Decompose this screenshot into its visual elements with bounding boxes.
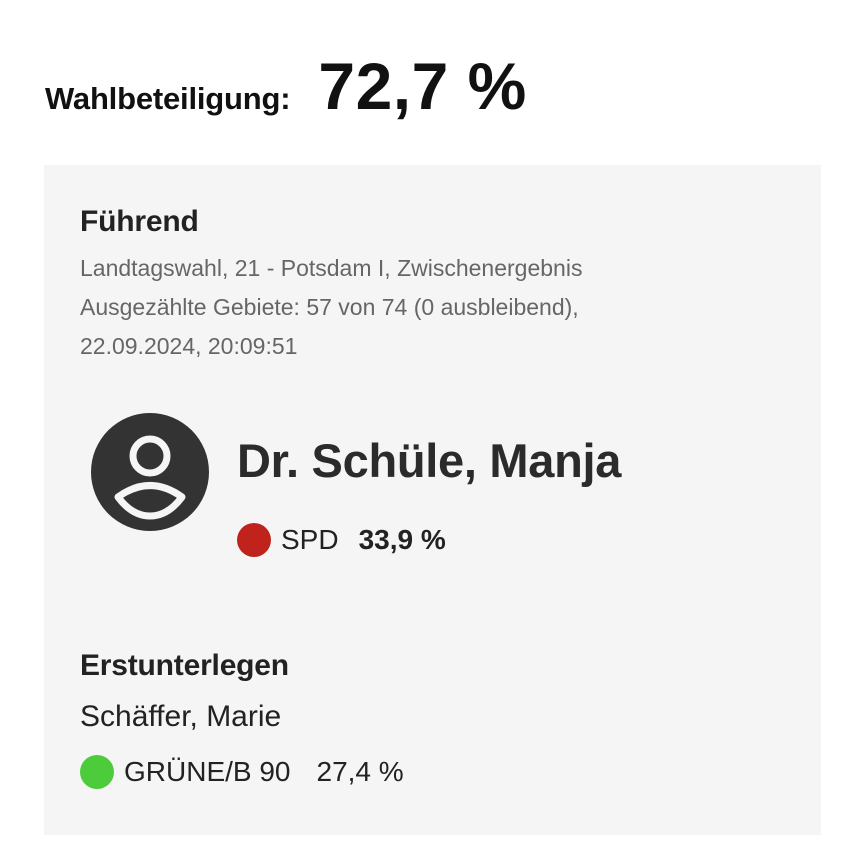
runner-up-party-color-dot	[80, 755, 114, 789]
leading-title: Führend	[80, 205, 199, 238]
runner-up-party-name: GRÜNE/B 90	[124, 756, 291, 787]
turnout-header: Wahlbeteiligung: 72,7 %	[45, 48, 527, 124]
result-meta: Landtagswahl, 21 - Potsdam I, Zwischener…	[80, 249, 780, 366]
account-circle-icon	[90, 412, 210, 532]
winner-party-name: SPD	[281, 524, 339, 555]
meta-line-counted-areas: Ausgezählte Gebiete: 57 von 74 (0 ausble…	[80, 294, 579, 320]
winner-party-row: SPD 33,9 %	[237, 523, 446, 557]
winner-name: Dr. Schüle, Manja	[237, 434, 622, 487]
winner-party-color-dot	[237, 523, 271, 557]
runner-up-name: Schäffer, Marie	[80, 700, 282, 733]
runner-up-party-row: GRÜNE/B 90 27,4 %	[80, 755, 404, 789]
winner-vote-share: 33,9 %	[358, 524, 446, 555]
turnout-value: 72,7 %	[318, 49, 527, 123]
runner-up-vote-share: 27,4 %	[316, 756, 404, 787]
runner-up-title: Erstunterlegen	[80, 649, 289, 682]
meta-line-timestamp: 22.09.2024, 20:09:51	[80, 333, 298, 359]
turnout-label: Wahlbeteiligung:	[45, 81, 291, 116]
result-card: Führend Landtagswahl, 21 - Potsdam I, Zw…	[44, 165, 821, 835]
meta-line-election: Landtagswahl, 21 - Potsdam I, Zwischener…	[80, 255, 583, 281]
